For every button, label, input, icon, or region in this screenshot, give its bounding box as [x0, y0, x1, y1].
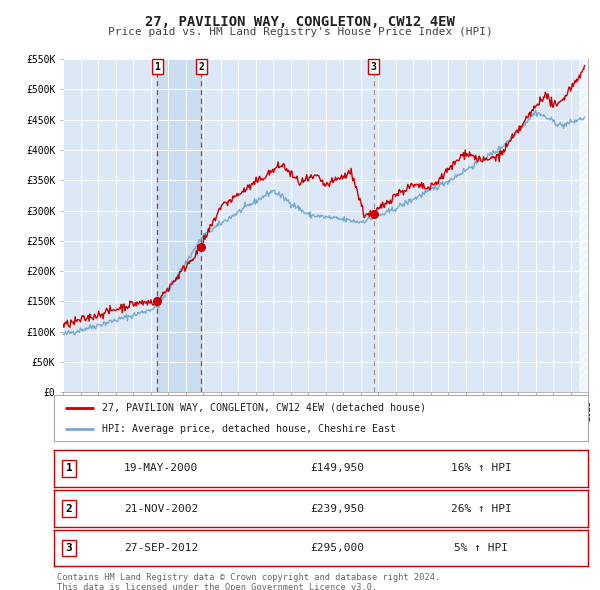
Text: £295,000: £295,000 [310, 543, 364, 553]
Text: 3: 3 [371, 62, 377, 72]
Text: 2: 2 [65, 504, 73, 513]
Text: 27, PAVILION WAY, CONGLETON, CW12 4EW (detached house): 27, PAVILION WAY, CONGLETON, CW12 4EW (d… [102, 403, 426, 413]
Text: Contains HM Land Registry data © Crown copyright and database right 2024.: Contains HM Land Registry data © Crown c… [57, 573, 440, 582]
Text: 3: 3 [65, 543, 73, 553]
Text: 2: 2 [199, 62, 204, 72]
Text: 1: 1 [154, 62, 160, 72]
Text: £149,950: £149,950 [310, 464, 364, 473]
Text: 26% ↑ HPI: 26% ↑ HPI [451, 504, 512, 513]
Bar [579, 59, 588, 392]
Text: 1: 1 [65, 464, 73, 473]
Text: HPI: Average price, detached house, Cheshire East: HPI: Average price, detached house, Ches… [102, 424, 396, 434]
Text: 21-NOV-2002: 21-NOV-2002 [124, 504, 198, 513]
Text: 5% ↑ HPI: 5% ↑ HPI [454, 543, 508, 553]
Text: 27-SEP-2012: 27-SEP-2012 [124, 543, 198, 553]
Text: 19-MAY-2000: 19-MAY-2000 [124, 464, 198, 473]
Text: 16% ↑ HPI: 16% ↑ HPI [451, 464, 512, 473]
Bar [157, 59, 201, 392]
Text: This data is licensed under the Open Government Licence v3.0.: This data is licensed under the Open Gov… [57, 583, 377, 590]
Text: 27, PAVILION WAY, CONGLETON, CW12 4EW: 27, PAVILION WAY, CONGLETON, CW12 4EW [145, 15, 455, 29]
Text: Price paid vs. HM Land Registry's House Price Index (HPI): Price paid vs. HM Land Registry's House … [107, 27, 493, 37]
Text: £239,950: £239,950 [310, 504, 364, 513]
